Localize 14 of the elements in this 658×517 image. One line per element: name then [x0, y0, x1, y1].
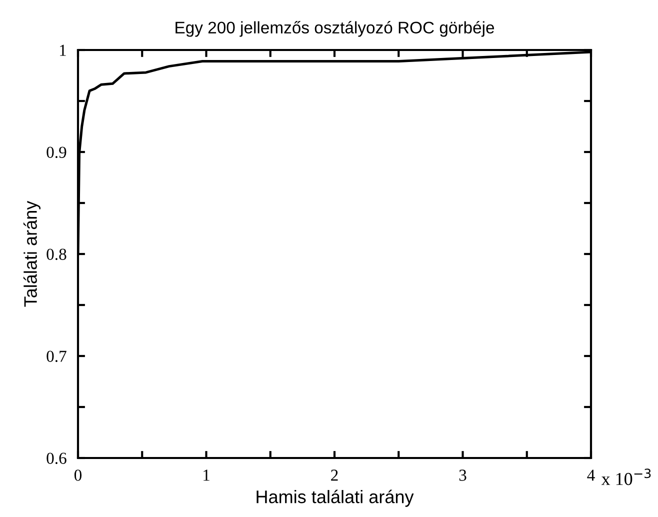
y-tick-label: 0.7 — [46, 350, 66, 362]
x-tick-label: 0 — [74, 470, 82, 481]
y-tick-label: 0.6 — [46, 452, 66, 464]
x-tick-label: 3 — [459, 470, 466, 481]
x-tick-label: 1 — [204, 470, 210, 481]
x-axis-title: Hamis találati arány — [256, 490, 414, 507]
y-axis-title: Találati arány — [23, 200, 40, 307]
y-tick-label: 0.9 — [46, 146, 66, 158]
text: x 10$^{−3}$ — [601, 468, 651, 486]
chart-title: Egy 200 jellemzős osztályozó ROC görbéje — [176, 21, 494, 37]
x-tick-label: 4 — [587, 470, 595, 481]
y-tick-label: 0.8 — [46, 248, 66, 260]
x-tick-label: 2 — [331, 470, 338, 481]
y-tick-label: 1 — [60, 44, 66, 56]
